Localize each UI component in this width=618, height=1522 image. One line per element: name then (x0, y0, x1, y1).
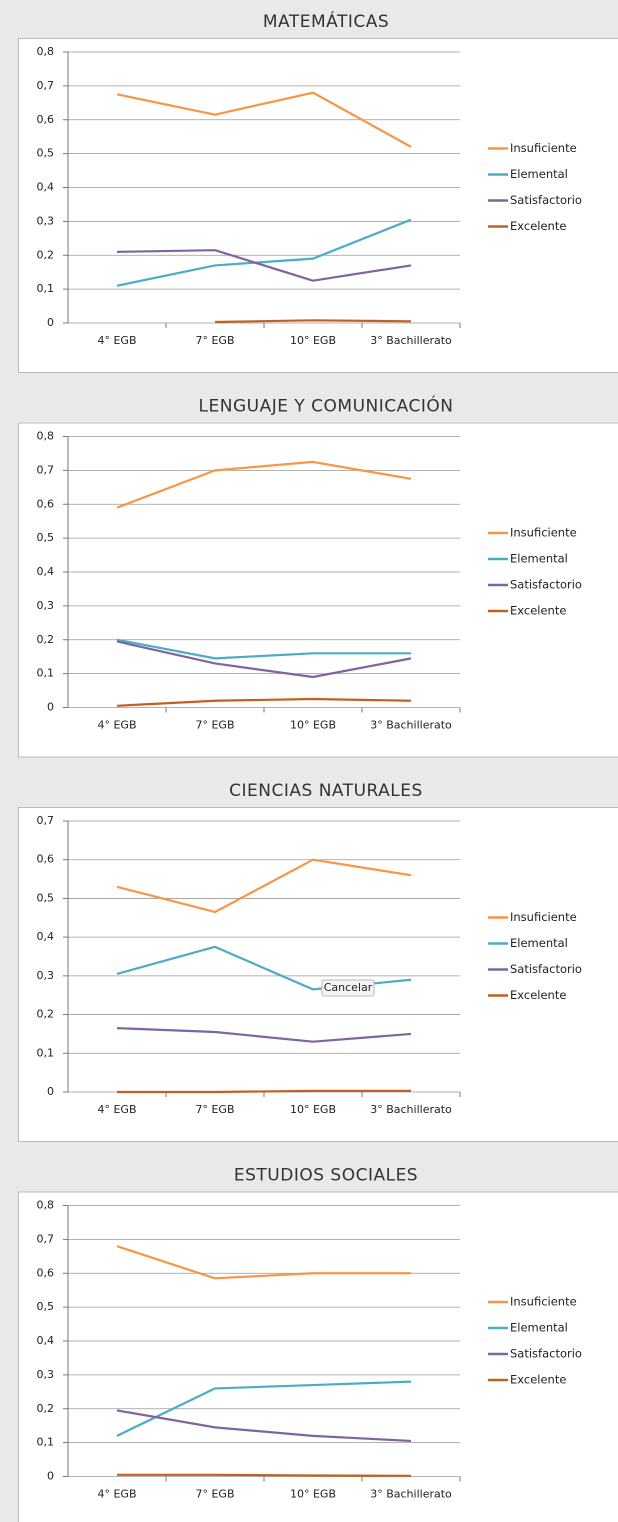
legend-label: Satisfactorio (510, 962, 582, 976)
series-line (117, 1089, 411, 1094)
chart-title: MATEMÁTICAS (263, 10, 389, 32)
legend-label: Insuficiente (510, 1295, 577, 1309)
y-tick-label: 0,2 (37, 633, 55, 646)
x-tick-label: 4° EGB (97, 334, 136, 347)
chart: LENGUAJE Y COMUNICACIÓN 0 0,1 0,2 0,3 0,4 0,5 0… (18, 395, 618, 758)
y-tick-label: 0 (47, 701, 54, 714)
x-tick-label: 7° EGB (195, 334, 234, 347)
x-tick-label: 4° EGB (97, 1103, 136, 1116)
y-tick-label: 0,2 (37, 248, 55, 261)
series-line (116, 640, 412, 679)
y-tick-label: 0,6 (37, 1266, 55, 1279)
legend-label: Insuficiente (510, 526, 577, 540)
y-tick-label: 0,1 (37, 1046, 55, 1059)
series-line (116, 218, 412, 287)
series-line (116, 1245, 411, 1280)
chart: MATEMÁTICAS 0 0,1 0,2 0,3 0,4 0,5 0,6 0,7 0,8 4° E… (18, 10, 618, 373)
legend-label: Satisfactorio (510, 578, 582, 592)
x-tick-label: 10° EGB (290, 334, 336, 347)
legend-label: Elemental (510, 936, 568, 950)
y-tick-label: 0,5 (37, 1300, 55, 1313)
x-tick-label: 7° EGB (195, 1488, 234, 1501)
chart-title: CIENCIAS NATURALES (229, 781, 423, 801)
x-tick-label: 3° Bachillerato (370, 334, 452, 347)
x-tick-label: 10° EGB (290, 1103, 336, 1116)
y-tick-label: 0,8 (37, 45, 55, 58)
legend-label: Satisfactorio (510, 193, 582, 207)
y-tick-label: 0 (47, 1085, 54, 1098)
chart: ESTUDIOS SOCIALES 0 0,1 0,2 0,3 0,4 0,5 0,6 0,7 0… (18, 1166, 618, 1522)
series-line (116, 858, 412, 914)
legend-label: Excelente (510, 988, 566, 1002)
x-tick-label: 7° EGB (195, 719, 234, 732)
series-line (116, 460, 412, 509)
series-line (214, 319, 412, 324)
y-tick-label: 0,1 (37, 667, 55, 680)
y-tick-label: 0,4 (37, 930, 55, 943)
y-tick-label: 0,4 (37, 181, 55, 194)
legend-label: Insuficiente (510, 141, 577, 155)
chart-title: ESTUDIOS SOCIALES (234, 1166, 418, 1186)
legend-label: Satisfactorio (510, 1347, 582, 1361)
legend-label: Excelente (510, 604, 566, 618)
series-line (116, 697, 412, 707)
chart-title: LENGUAJE Y COMUNICACIÓN (199, 395, 454, 417)
y-tick-label: 0,6 (37, 497, 55, 510)
x-tick-label: 10° EGB (290, 719, 336, 732)
y-tick-label: 0,2 (37, 1008, 55, 1021)
series-line (116, 91, 412, 148)
tooltip-text: Cancelar (324, 981, 373, 994)
y-tick-label: 0 (47, 316, 54, 329)
series-line (116, 1027, 412, 1043)
x-tick-label: 3° Bachillerato (370, 1103, 452, 1116)
x-tick-label: 3° Bachillerato (370, 719, 452, 732)
y-tick-label: 0 (47, 1470, 54, 1483)
y-tick-label: 0,7 (37, 79, 55, 92)
y-tick-label: 0,5 (37, 891, 55, 904)
y-tick-label: 0,3 (37, 1368, 55, 1381)
y-tick-label: 0,4 (37, 1334, 55, 1347)
y-tick-label: 0,4 (37, 565, 55, 578)
y-tick-label: 0,7 (37, 1232, 55, 1245)
y-tick-label: 0,7 (37, 463, 55, 476)
y-tick-label: 0,3 (37, 969, 55, 982)
series-line (116, 638, 411, 660)
y-tick-label: 0,3 (37, 214, 55, 227)
legend-label: Excelente (510, 1373, 566, 1387)
series-line (116, 1409, 412, 1443)
legend-label: Excelente (510, 219, 566, 233)
y-tick-label: 0,2 (37, 1402, 55, 1415)
series-line (116, 1380, 412, 1437)
legend-label: Elemental (510, 1321, 568, 1335)
x-tick-label: 3° Bachillerato (370, 1488, 452, 1501)
chart-frame (18, 422, 618, 758)
y-tick-label: 0,6 (37, 853, 55, 866)
x-tick-label: 7° EGB (195, 1103, 234, 1116)
y-tick-label: 0,1 (37, 282, 55, 295)
x-tick-label: 10° EGB (290, 1488, 336, 1501)
y-tick-label: 0,8 (37, 1199, 55, 1212)
series-line (117, 1473, 412, 1477)
y-tick-label: 0,6 (37, 113, 55, 126)
legend-label: Elemental (510, 167, 568, 181)
tooltip-box (321, 979, 375, 997)
legend-label: Insuficiente (510, 910, 577, 924)
x-tick-label: 4° EGB (97, 1488, 136, 1501)
series-line (116, 249, 412, 282)
y-tick-label: 0,7 (37, 814, 55, 827)
y-tick-label: 0,8 (37, 430, 55, 443)
y-tick-label: 0,3 (37, 599, 55, 612)
legend-label: Elemental (510, 552, 568, 566)
y-tick-label: 0,5 (37, 147, 55, 160)
y-tick-label: 0,5 (37, 531, 55, 544)
y-tick-label: 0,1 (37, 1436, 55, 1449)
chart: CIENCIAS NATURALES 0 0,1 0,2 0,3 0,4 0,5 0,6 0,7… (18, 781, 618, 1142)
x-tick-label: 4° EGB (97, 719, 136, 732)
